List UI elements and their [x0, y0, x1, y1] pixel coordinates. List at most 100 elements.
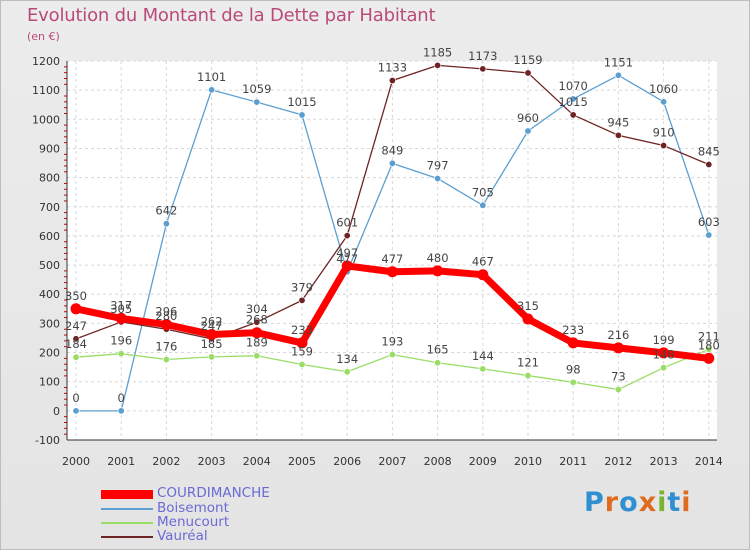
- data-point: [72, 335, 80, 343]
- data-point: [160, 319, 172, 331]
- data-label: 305: [110, 302, 132, 316]
- data-label: 317: [110, 298, 132, 312]
- data-label: 1151: [604, 55, 633, 69]
- data-point: [253, 318, 261, 326]
- data-point: [208, 353, 216, 361]
- data-point: [660, 142, 668, 150]
- data-point: [660, 98, 668, 106]
- data-label: 0: [72, 391, 79, 405]
- data-point: [206, 328, 218, 340]
- legend-label: Vauréal: [157, 528, 208, 544]
- data-point: [524, 372, 532, 380]
- data-label: 350: [65, 289, 87, 303]
- data-point: [72, 407, 80, 415]
- x-tick-label: 2011: [559, 455, 587, 468]
- data-point: [388, 351, 396, 359]
- data-label: 1015: [287, 95, 316, 109]
- logo-letter: r: [604, 487, 620, 518]
- data-label: 184: [65, 337, 87, 351]
- plot-area: [67, 61, 717, 440]
- y-tick-label: 1100: [32, 84, 60, 97]
- data-label: 1173: [468, 49, 497, 63]
- logo-letter: P: [584, 487, 605, 518]
- data-point: [703, 352, 715, 364]
- data-label: 185: [201, 337, 223, 351]
- x-tick-label: 2012: [604, 455, 632, 468]
- data-point: [705, 345, 713, 353]
- y-tick-label: 200: [39, 347, 60, 360]
- y-tick-label: 900: [39, 142, 60, 155]
- data-point: [524, 127, 532, 135]
- data-label: 176: [155, 340, 177, 354]
- logo-letter: i: [657, 487, 668, 518]
- data-label: 247: [65, 319, 87, 333]
- data-label: 910: [653, 126, 675, 140]
- data-label: 73: [611, 370, 626, 384]
- data-point: [298, 360, 306, 368]
- chart-title: Evolution du Montant de la Dette par Hab…: [27, 5, 436, 26]
- data-label: 165: [427, 343, 449, 357]
- data-point: [479, 201, 487, 209]
- legend-label: Boisemont: [157, 500, 229, 516]
- data-point: [660, 364, 668, 372]
- data-label: 477: [336, 252, 358, 266]
- data-point: [208, 86, 216, 94]
- proxiti-logo: Proxiti: [584, 487, 692, 518]
- data-label: 196: [110, 334, 132, 348]
- x-tick-label: 2014: [695, 455, 723, 468]
- data-label: 379: [291, 280, 313, 294]
- y-tick-label: 600: [39, 230, 60, 243]
- legend-label: COURDIMANCHE: [157, 485, 270, 501]
- data-label: 477: [381, 252, 403, 266]
- data-label: 849: [381, 143, 403, 157]
- data-label: 296: [155, 305, 177, 319]
- data-point: [343, 368, 351, 376]
- data-point: [434, 359, 442, 367]
- data-point: [388, 77, 396, 85]
- data-point: [298, 296, 306, 304]
- y-tick-label: 300: [39, 317, 60, 330]
- y-tick-label: 1000: [32, 113, 60, 126]
- x-tick-label: 2006: [333, 455, 361, 468]
- x-tick-label: 2007: [378, 455, 406, 468]
- data-point: [479, 65, 487, 73]
- data-point: [567, 337, 579, 349]
- data-point: [253, 352, 261, 360]
- data-label: 1059: [242, 82, 271, 96]
- data-point: [569, 378, 577, 386]
- data-point: [479, 365, 487, 373]
- legend-swatch: [101, 508, 153, 510]
- data-point: [117, 407, 125, 415]
- data-point: [569, 95, 577, 103]
- x-tick-label: 2000: [62, 455, 90, 468]
- data-point: [658, 347, 670, 359]
- data-label: 705: [472, 185, 494, 199]
- data-point: [298, 111, 306, 119]
- data-label: 211: [698, 329, 720, 343]
- data-label: 480: [427, 251, 449, 265]
- data-label: 1101: [197, 70, 226, 84]
- data-label: 315: [517, 299, 539, 313]
- data-label: 280: [155, 309, 177, 323]
- data-point: [612, 342, 624, 354]
- data-point: [432, 265, 444, 277]
- data-label: 148: [653, 348, 675, 362]
- data-point: [705, 160, 713, 168]
- data-label: 601: [336, 216, 358, 230]
- x-tick-label: 2013: [650, 455, 678, 468]
- data-point: [386, 266, 398, 278]
- x-tick-label: 2005: [288, 455, 316, 468]
- data-label: 642: [155, 204, 177, 218]
- legend-swatch: [101, 536, 153, 538]
- data-label: 180: [698, 338, 720, 352]
- legend-swatch: [101, 489, 153, 499]
- data-label: 247: [201, 319, 223, 333]
- data-point: [162, 356, 170, 364]
- data-point: [705, 231, 713, 239]
- data-point: [162, 220, 170, 228]
- data-point: [115, 312, 127, 324]
- data-point: [614, 131, 622, 139]
- y-tick-label: 800: [39, 172, 60, 185]
